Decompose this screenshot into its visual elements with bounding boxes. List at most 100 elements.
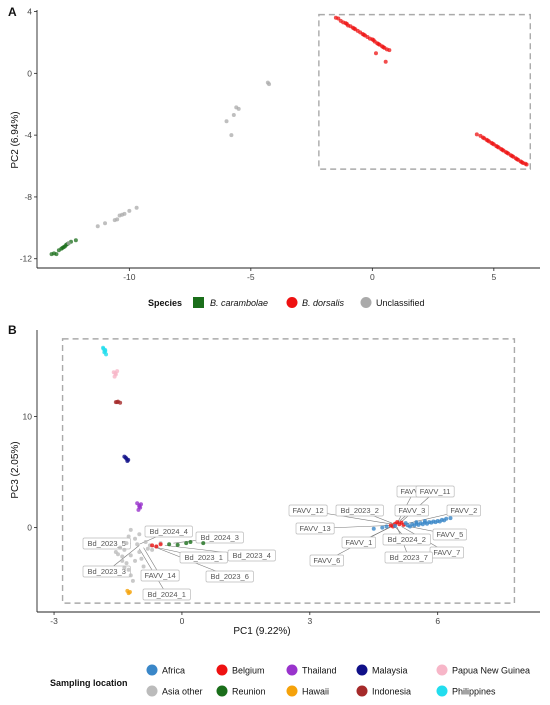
panel-a-point-unclassified — [103, 221, 108, 226]
legend-label-belgium: Belgium — [232, 666, 265, 676]
sample-label-box — [432, 528, 467, 541]
panel-b-point-thailand — [136, 507, 141, 512]
sample-label-box — [309, 554, 344, 567]
panel-a-point-unclassified — [236, 106, 241, 111]
panel-b-point-africa — [442, 518, 447, 523]
legend-label-hawaii: Hawaii — [302, 687, 329, 697]
panel-b-point-belgium — [399, 520, 404, 525]
panel-b-point-asia-other — [113, 550, 118, 555]
panel-a-point-b-dorsalis — [373, 51, 378, 56]
sample-label-box — [82, 537, 131, 550]
legend-label-unclassified: Unclassified — [376, 298, 425, 308]
panel-b-point-philippines — [104, 352, 109, 357]
sample-label: Bd_2024_4 — [150, 527, 188, 536]
panel-b-point-asia-other — [128, 527, 133, 532]
panel-a-point-b-dorsalis — [495, 144, 500, 149]
panel-a-point-unclassified — [66, 241, 71, 246]
panel-b-point-asia-other — [120, 558, 125, 563]
sample-label-box — [195, 531, 244, 544]
panel-b-point-africa — [448, 516, 453, 521]
panel-a-plot: -10 -5 0 5 4 0 -4 -8 -12 — [20, 7, 540, 282]
panel-a-y-tick-label: -4 — [24, 130, 32, 140]
panel-a-point-unclassified — [122, 211, 127, 216]
panel-a-highlight-box — [318, 13, 531, 170]
sample-label-box — [394, 504, 429, 517]
sample-label-box — [415, 485, 455, 498]
legend-swatch-asia-other — [146, 685, 158, 697]
panel-a-y-tick-label: 0 — [27, 68, 32, 78]
legend-label-dorsalis: B. dorsalis — [302, 298, 345, 308]
panel-b-point-africa — [384, 524, 389, 529]
panel-a-x-tick-label: -5 — [247, 272, 255, 282]
panel-b-point-asia-other — [137, 550, 142, 555]
panel-b-point-asia-other — [128, 553, 133, 558]
panel-a-x-tick-label: 5 — [491, 272, 496, 282]
sample-label-box — [140, 569, 180, 582]
panel-b-legend-title: Sampling location — [50, 678, 128, 688]
panel-b-point-africa — [420, 522, 425, 527]
panel-a-point-unclassified — [267, 82, 272, 87]
panel-b-point-belgium — [150, 543, 155, 548]
sample-label-box — [382, 533, 431, 546]
panel-a-point-unclassified — [134, 205, 139, 210]
panel-b-point-asia-other — [135, 542, 140, 547]
panel-a-point-b-carambolae — [54, 252, 59, 257]
panel-b-point-asia-other — [133, 536, 138, 541]
panel-a-point-b-dorsalis — [383, 59, 388, 64]
legend-label-indonesia: Indonesia — [372, 687, 411, 697]
panel-a-legend-title: Species — [148, 298, 182, 308]
panel-b-point-africa — [371, 526, 376, 531]
legend-label-carambolae: B. carambolae — [210, 298, 268, 308]
legend-label-asia-other: Asia other — [162, 687, 203, 697]
panel-b-xlabel: PC1 (9.22%) — [233, 626, 290, 637]
panel-b-y-tick-label: 10 — [23, 412, 33, 422]
panel-b-point-africa — [425, 521, 430, 526]
sample-label: FAVV_13 — [300, 524, 331, 533]
panel-b-point-asia-other — [126, 534, 131, 539]
panel-a-point-b-dorsalis — [376, 41, 381, 46]
sample-label-box — [446, 504, 481, 517]
panel-b-point-asia-other — [137, 532, 142, 537]
panel-b-point-reunion — [184, 541, 189, 546]
panel-b-point-papua-new-guinea — [113, 371, 118, 376]
panel-b-highlight-box — [61, 338, 516, 604]
legend-swatch-philippines — [436, 685, 448, 697]
panel-b-y-tick-label: 0 — [27, 523, 32, 533]
legend-swatch-carambolae — [193, 297, 204, 308]
panel-a-x-tick-label: 0 — [370, 272, 375, 282]
sample-label: Bd_2023_6 — [211, 572, 249, 581]
panel-b-legend: Sampling location Africa Belgium Thailand M… — [50, 664, 530, 697]
sample-label-box — [295, 522, 335, 535]
panel-b-point-indonesia — [118, 400, 123, 405]
legend-label-thailand: Thailand — [302, 666, 337, 676]
sample-label: FAVV_6 — [313, 556, 340, 565]
panel-b-point-malaysia — [126, 457, 131, 462]
panel-a-point-b-dorsalis — [500, 147, 505, 152]
panel-b-labels: Bd_2024_4 Bd_2023_5 Bd_2023_3 Bd_2024_3 Bd_2… — [82, 485, 481, 601]
panel-b-point-africa — [416, 522, 421, 527]
panel-b-point-reunion — [167, 542, 172, 547]
panel-b-point-asia-other — [141, 564, 146, 569]
panel-b-point-africa — [433, 520, 438, 525]
panel-b-x-tick-label: 0 — [180, 616, 185, 626]
panel-b-point-asia-other — [139, 556, 144, 561]
panel-a-y-tick-label: 4 — [27, 7, 32, 17]
sample-label: Bd_2023_5 — [88, 539, 126, 548]
sample-label-box — [179, 551, 228, 564]
panel-b-point-asia-other — [118, 545, 123, 550]
panel-b-point-asia-other — [128, 573, 133, 578]
panel-a-point-unclassified — [127, 208, 132, 213]
panel-b-point-hawaii — [127, 590, 132, 595]
panel-b-x-tick-label: -3 — [50, 616, 58, 626]
panel-b-point-africa — [380, 525, 385, 530]
panel-b-point-asia-other — [124, 561, 129, 566]
panel-b-letter: B — [8, 323, 17, 337]
panel-a-point-b-dorsalis — [524, 162, 529, 167]
sample-label: Bd_2024_3 — [201, 533, 239, 542]
panel-a-point-b-dorsalis — [344, 21, 349, 26]
legend-label-reunion: Reunion — [232, 687, 266, 697]
panel-a-point-b-dorsalis — [371, 38, 376, 43]
panel-b-point-reunion — [188, 540, 193, 545]
